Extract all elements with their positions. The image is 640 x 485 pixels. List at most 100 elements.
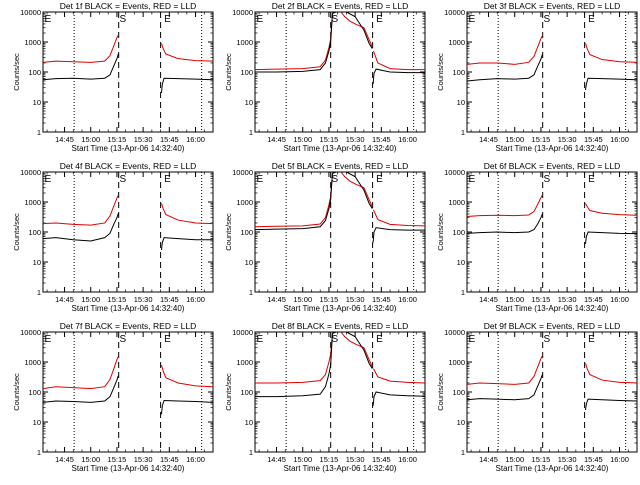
x-axis-label: Start Time (13-Apr-06 14:32:40) — [284, 464, 397, 473]
y-tick-label: 1000 — [448, 38, 465, 47]
x-tick-label: 15:30 — [346, 455, 365, 464]
series-lld — [255, 332, 425, 384]
marker-label: E — [44, 174, 51, 185]
panel-title: Det 6f BLACK = Events, RED = LLD — [484, 161, 621, 171]
series-lld — [467, 194, 637, 217]
panel-8: Det 8f BLACK = Events, RED = LLD 1 10 100 10… — [224, 321, 426, 473]
x-axis-label: Start Time (13-Apr-06 14:32:40) — [496, 144, 609, 153]
x-axis-label: Start Time (13-Apr-06 14:32:40) — [284, 304, 397, 313]
marker-label: E — [468, 334, 475, 345]
x-tick-label: 15:45 — [160, 455, 179, 464]
marker-label: E — [256, 334, 263, 345]
y-tick-label: 10 — [33, 98, 41, 107]
x-tick-label: 15:00 — [81, 135, 100, 144]
marker-label: S — [544, 334, 551, 345]
marker-label: S — [120, 334, 127, 345]
x-tick-label: 16:00 — [398, 295, 417, 304]
y-tick-label: 100 — [240, 228, 253, 237]
x-tick-label: 15:00 — [293, 455, 312, 464]
x-tick-label: 14:45 — [479, 135, 498, 144]
x-tick-label: 15:15 — [108, 135, 127, 144]
x-tick-label: 15:00 — [293, 295, 312, 304]
plot-frame — [466, 331, 638, 453]
series-lld — [467, 355, 637, 385]
y-tick-label: 10000 — [20, 328, 41, 337]
x-tick-label: 16:00 — [186, 295, 205, 304]
x-tick-label: 14:45 — [55, 135, 74, 144]
plot-frame — [42, 11, 214, 133]
y-tick-label: 1 — [461, 288, 465, 297]
x-tick-label: 16:00 — [610, 135, 629, 144]
y-axis-label: Counts/sec — [12, 53, 21, 91]
y-tick-label: 1000 — [236, 198, 253, 207]
y-tick-label: 1 — [461, 128, 465, 137]
marker-label: S — [332, 174, 339, 185]
marker-label: E — [44, 14, 51, 25]
x-tick-label: 15:00 — [293, 135, 312, 144]
y-tick-label: 100 — [240, 68, 253, 77]
y-tick-label: 10 — [245, 418, 253, 427]
y-tick-label: 10000 — [444, 168, 465, 177]
y-axis-label: Counts/sec — [436, 53, 445, 91]
y-axis-label: Counts/sec — [12, 373, 21, 411]
y-tick-label: 1 — [37, 288, 41, 297]
y-tick-label: 100 — [452, 388, 465, 397]
marker-label: S — [120, 174, 127, 185]
x-tick-label: 15:30 — [134, 455, 153, 464]
series-lld — [43, 356, 213, 390]
y-tick-label: 100 — [452, 228, 465, 237]
y-tick-label: 10000 — [20, 168, 41, 177]
x-tick-label: 15:15 — [108, 455, 127, 464]
y-tick-label: 10000 — [444, 8, 465, 17]
x-tick-label: 15:45 — [372, 295, 391, 304]
marker-label: E — [376, 174, 383, 185]
y-tick-label: 10000 — [232, 328, 253, 337]
x-tick-label: 15:45 — [584, 135, 603, 144]
y-tick-label: 100 — [240, 388, 253, 397]
x-tick-label: 15:15 — [320, 295, 339, 304]
y-tick-label: 10 — [245, 258, 253, 267]
x-tick-label: 14:45 — [55, 455, 74, 464]
y-tick-label: 100 — [452, 68, 465, 77]
plot-frame — [254, 171, 426, 293]
y-tick-label: 1000 — [448, 198, 465, 207]
marker-label: E — [256, 14, 263, 25]
marker-label: S — [544, 14, 551, 25]
marker-label: E — [164, 174, 171, 185]
plot-frame — [42, 331, 214, 453]
panel-5: Det 5f BLACK = Events, RED = LLD 1 10 100 10… — [224, 161, 426, 313]
x-tick-label: 15:45 — [584, 295, 603, 304]
x-tick-label: 15:00 — [81, 455, 100, 464]
y-tick-label: 10000 — [232, 168, 253, 177]
y-tick-label: 1000 — [236, 38, 253, 47]
x-axis-label: Start Time (13-Apr-06 14:32:40) — [496, 304, 609, 313]
series-lld — [43, 34, 213, 63]
x-tick-label: 15:00 — [505, 295, 524, 304]
panel-2: Det 2f BLACK = Events, RED = LLD 1 10 100 10… — [224, 1, 426, 153]
series-lld — [43, 194, 213, 226]
marker-label: S — [544, 174, 551, 185]
y-axis-label: Counts/sec — [436, 373, 445, 411]
y-tick-label: 10 — [33, 258, 41, 267]
series-lld — [255, 172, 425, 228]
x-tick-label: 15:15 — [532, 295, 551, 304]
y-axis-label: Counts/sec — [224, 53, 233, 91]
x-tick-label: 15:15 — [108, 295, 127, 304]
y-tick-label: 1000 — [236, 358, 253, 367]
y-tick-label: 100 — [28, 68, 41, 77]
marker-label: E — [44, 334, 51, 345]
x-tick-label: 15:45 — [372, 455, 391, 464]
series-events — [467, 54, 637, 91]
panel-1: Det 1f BLACK = Events, RED = LLD 1 10 100 10… — [12, 1, 214, 153]
marker-label: E — [468, 174, 475, 185]
x-tick-label: 14:45 — [267, 135, 286, 144]
x-tick-label: 14:45 — [479, 295, 498, 304]
series-events — [467, 374, 637, 411]
panel-6: Det 6f BLACK = Events, RED = LLD 1 10 100 10… — [436, 161, 638, 313]
plot-frame — [254, 331, 426, 453]
x-tick-label: 15:15 — [320, 455, 339, 464]
marker-label: E — [164, 14, 171, 25]
series-events — [467, 213, 637, 244]
y-tick-label: 10 — [245, 98, 253, 107]
